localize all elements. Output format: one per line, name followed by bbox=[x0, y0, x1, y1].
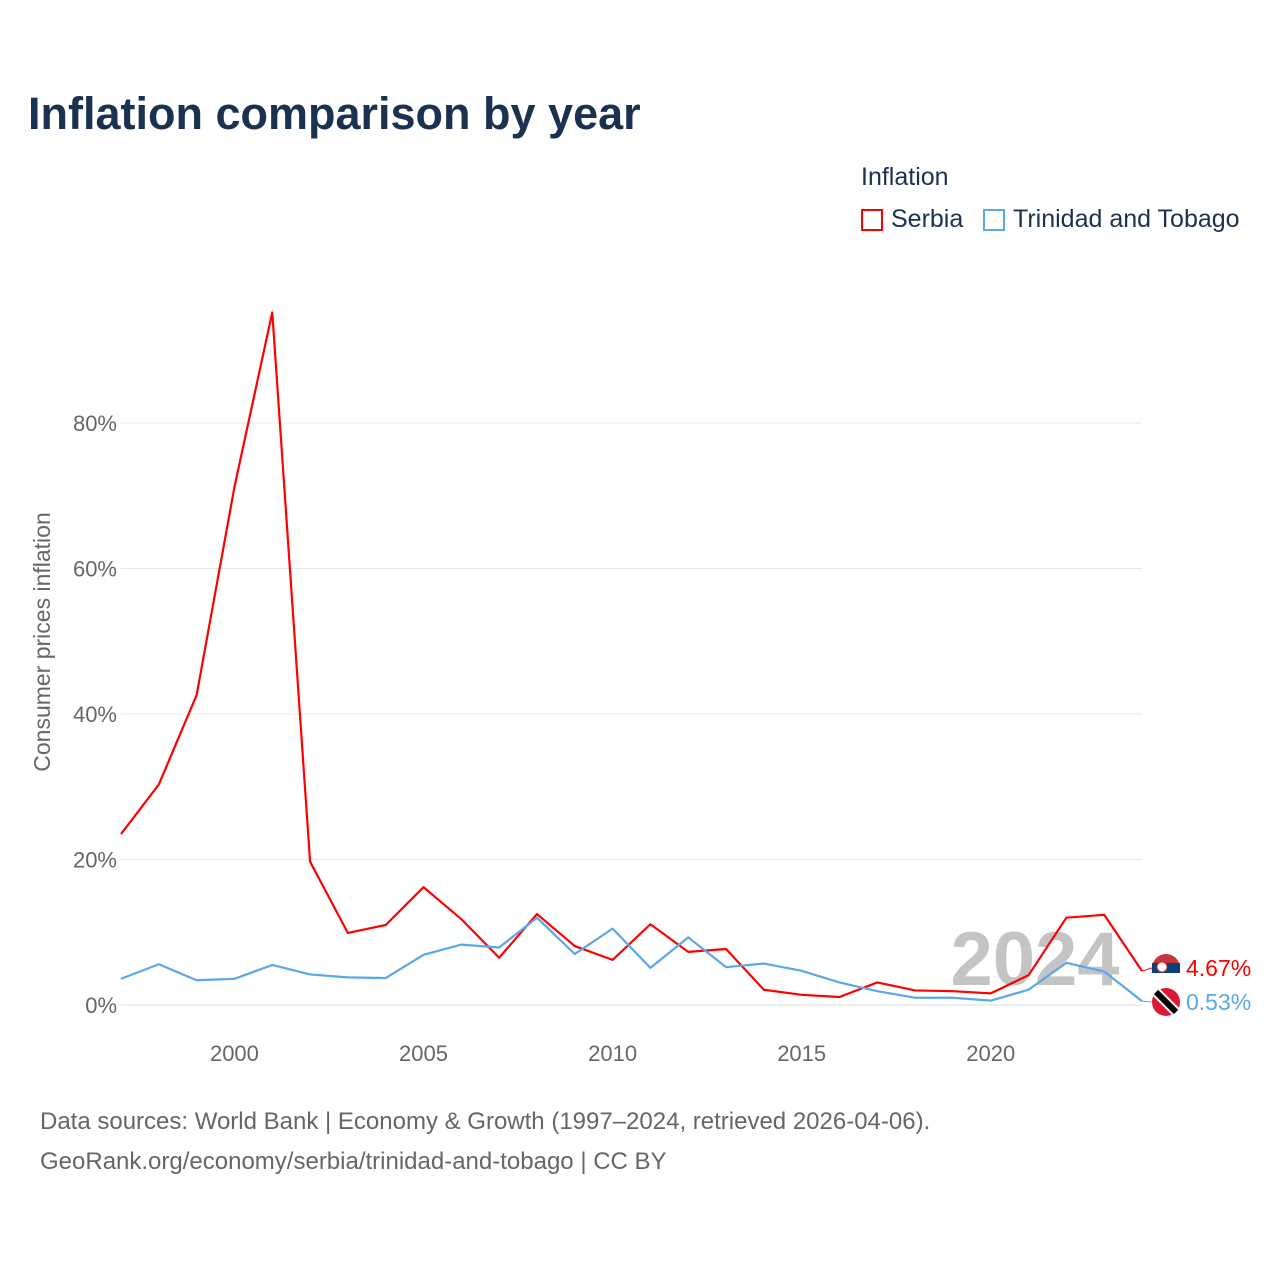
year-watermark: 2024 bbox=[950, 917, 1119, 1002]
end-connector bbox=[1141, 967, 1153, 972]
source-line-2: GeoRank.org/economy/serbia/trinidad-and-… bbox=[40, 1148, 667, 1175]
end-connector bbox=[1141, 1000, 1153, 1003]
y-axis-label: Consumer prices inflation bbox=[29, 512, 55, 772]
y-tick-label: 80% bbox=[73, 411, 117, 436]
serbia-flag-stripe bbox=[1152, 973, 1180, 982]
y-tick-label: 20% bbox=[73, 848, 117, 873]
y-tick-label: 0% bbox=[85, 993, 117, 1018]
legend-label-serbia: Serbia bbox=[891, 205, 964, 233]
x-tick-label: 2020 bbox=[966, 1041, 1015, 1066]
series-line-serbia bbox=[120, 311, 1143, 999]
serbia-flag-emblem bbox=[1156, 961, 1168, 973]
end-value-label: 0.53% bbox=[1186, 989, 1251, 1015]
series-line-trinidad bbox=[120, 916, 1143, 1003]
trinidad-flag-stripe bbox=[1153, 989, 1179, 1015]
legend-item-serbia[interactable]: Serbia bbox=[861, 205, 963, 234]
chart-title: Inflation comparison by year bbox=[28, 88, 641, 139]
x-tick-label: 2010 bbox=[588, 1041, 637, 1066]
y-tick-label: 60% bbox=[73, 557, 117, 582]
y-tick-label: 40% bbox=[73, 702, 117, 727]
x-tick-label: 2005 bbox=[399, 1041, 448, 1066]
legend-swatch-trinidad bbox=[983, 208, 1005, 231]
legend-item-trinidad[interactable]: Trinidad and Tobago bbox=[983, 205, 1240, 234]
legend-swatch-serbia bbox=[861, 208, 883, 231]
legend-title: Inflation bbox=[861, 163, 949, 191]
x-tick-label: 2015 bbox=[777, 1041, 826, 1066]
end-value-label: 4.67% bbox=[1186, 955, 1251, 981]
x-tick-label: 2000 bbox=[210, 1041, 259, 1066]
legend-label-trinidad: Trinidad and Tobago bbox=[1013, 205, 1240, 233]
source-line-1: Data sources: World Bank | Economy & Gro… bbox=[40, 1108, 931, 1135]
